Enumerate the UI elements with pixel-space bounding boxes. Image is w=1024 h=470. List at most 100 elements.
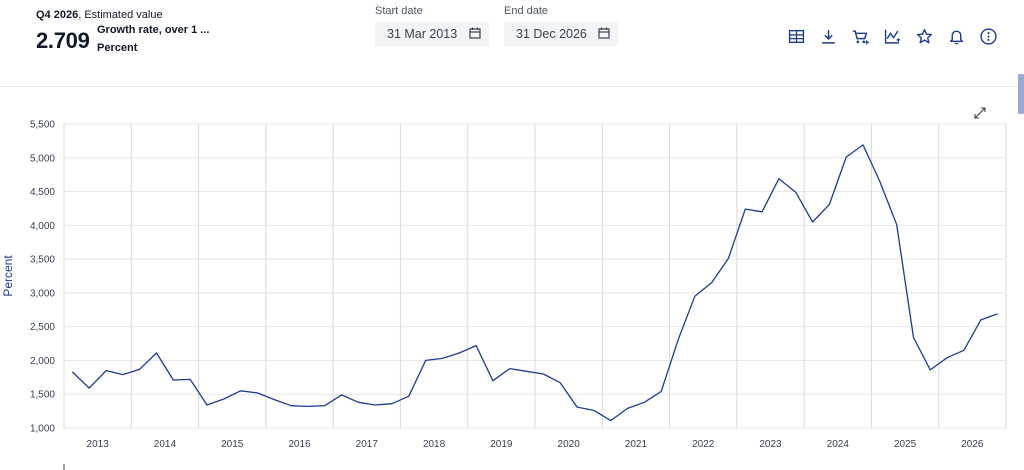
x-tick-label: 2025 (894, 439, 917, 450)
data-point[interactable] (457, 351, 462, 356)
series-line[interactable] (71, 144, 998, 422)
data-point[interactable] (945, 355, 950, 360)
add-to-cart-button[interactable] (844, 25, 876, 47)
data-point[interactable] (440, 356, 445, 361)
data-point[interactable] (339, 392, 344, 397)
data-point[interactable] (827, 202, 832, 207)
data-point[interactable] (373, 403, 378, 408)
data-point[interactable] (423, 358, 428, 363)
x-tick-label: 2018 (423, 439, 446, 450)
data-point[interactable] (591, 408, 596, 413)
x-tick-label: 2019 (490, 439, 513, 450)
y-tick-label: 4,000 (30, 221, 55, 232)
data-point[interactable] (221, 396, 226, 401)
line-chart: 1,000 1,500 2,000 2,500 3,000 3,500 4,000 4,500… (1, 107, 1007, 470)
data-point[interactable] (659, 389, 664, 394)
header: Q4 2026, Estimated value 2.709 Growth ra… (0, 0, 1024, 87)
data-point[interactable] (642, 400, 647, 405)
period-label: Q4 2026, Estimated value (36, 9, 163, 21)
data-point[interactable] (490, 378, 495, 383)
y-tick-label: 2,000 (30, 356, 55, 367)
bell-icon (949, 29, 963, 44)
data-point[interactable] (575, 405, 580, 410)
data-point[interactable] (474, 343, 479, 348)
data-point[interactable] (171, 378, 176, 383)
chart-gridlines (63, 123, 1007, 429)
calendar-icon[interactable] (469, 27, 481, 39)
alert-button[interactable] (940, 25, 972, 47)
data-point[interactable] (743, 207, 748, 212)
end-date-value: 31 Dec 2026 (516, 27, 587, 41)
start-date-value: 31 Mar 2013 (387, 27, 458, 41)
data-point[interactable] (154, 351, 159, 356)
expand-icon[interactable] (974, 107, 986, 119)
data-point[interactable] (507, 366, 512, 371)
x-tick-label: 2020 (558, 439, 581, 450)
data-point[interactable] (120, 372, 125, 377)
x-tick-label: 2024 (827, 439, 850, 450)
more-icon (979, 27, 997, 45)
data-point[interactable] (894, 222, 899, 227)
data-point[interactable] (709, 280, 714, 285)
data-point[interactable] (844, 155, 849, 160)
data-point[interactable] (692, 294, 697, 299)
x-tick-label: 2014 (154, 439, 177, 450)
data-point[interactable] (87, 386, 92, 391)
data-point[interactable] (541, 371, 546, 376)
x-tick-label: 2021 (625, 439, 648, 450)
start-date-field[interactable]: 31 Mar 2013 (375, 22, 489, 46)
y-tick-label: 2,500 (30, 322, 55, 333)
y-tick-label: 5,000 (30, 153, 55, 164)
data-point[interactable] (390, 401, 395, 406)
data-point[interactable] (558, 380, 563, 385)
favorite-button[interactable] (908, 25, 940, 47)
data-point[interactable] (255, 390, 260, 395)
data-point[interactable] (978, 317, 983, 322)
more-options-button[interactable] (972, 25, 1004, 47)
data-point[interactable] (877, 179, 882, 184)
table-button[interactable] (780, 25, 812, 47)
data-point[interactable] (204, 403, 209, 408)
data-point[interactable] (625, 406, 630, 411)
x-tick-label: 2022 (692, 439, 715, 450)
data-point[interactable] (104, 368, 109, 373)
end-date-field[interactable]: 31 Dec 2026 (504, 22, 618, 46)
x-tick-label: 2016 (288, 439, 311, 450)
add-to-chart-button[interactable] (876, 25, 908, 47)
data-point[interactable] (861, 142, 866, 147)
y-axis-label: Percent (1, 255, 15, 297)
calendar-icon[interactable] (598, 27, 610, 39)
y-tick-label: 4,500 (30, 187, 55, 198)
series-title[interactable]: Growth rate, over 1 ... (97, 24, 210, 36)
data-point[interactable] (272, 397, 277, 402)
x-tick-label: 2026 (961, 439, 984, 450)
scrollbar-thumb[interactable] (1018, 74, 1024, 114)
x-tick-label: 2023 (759, 439, 782, 450)
y-tick-label: 5,500 (30, 120, 55, 131)
data-point[interactable] (322, 403, 327, 408)
data-point[interactable] (289, 403, 294, 408)
data-point[interactable] (928, 367, 933, 372)
data-point[interactable] (356, 400, 361, 405)
data-point[interactable] (911, 335, 916, 340)
data-point[interactable] (995, 311, 1000, 316)
data-point[interactable] (608, 418, 613, 423)
data-point[interactable] (961, 348, 966, 353)
data-point[interactable] (70, 369, 75, 374)
data-point[interactable] (675, 338, 680, 343)
y-tick-label: 3,500 (30, 255, 55, 266)
data-point[interactable] (810, 219, 815, 224)
data-point[interactable] (188, 377, 193, 382)
data-point[interactable] (137, 367, 142, 372)
start-date-label: Start date (375, 5, 423, 17)
data-point[interactable] (238, 388, 243, 393)
data-point[interactable] (760, 209, 765, 214)
data-point[interactable] (524, 369, 529, 374)
end-date-label: End date (504, 5, 549, 17)
data-point[interactable] (793, 190, 798, 195)
data-point[interactable] (305, 404, 310, 409)
download-button[interactable] (812, 25, 844, 47)
data-point[interactable] (776, 176, 781, 181)
data-point[interactable] (406, 394, 411, 399)
data-point[interactable] (726, 256, 731, 261)
